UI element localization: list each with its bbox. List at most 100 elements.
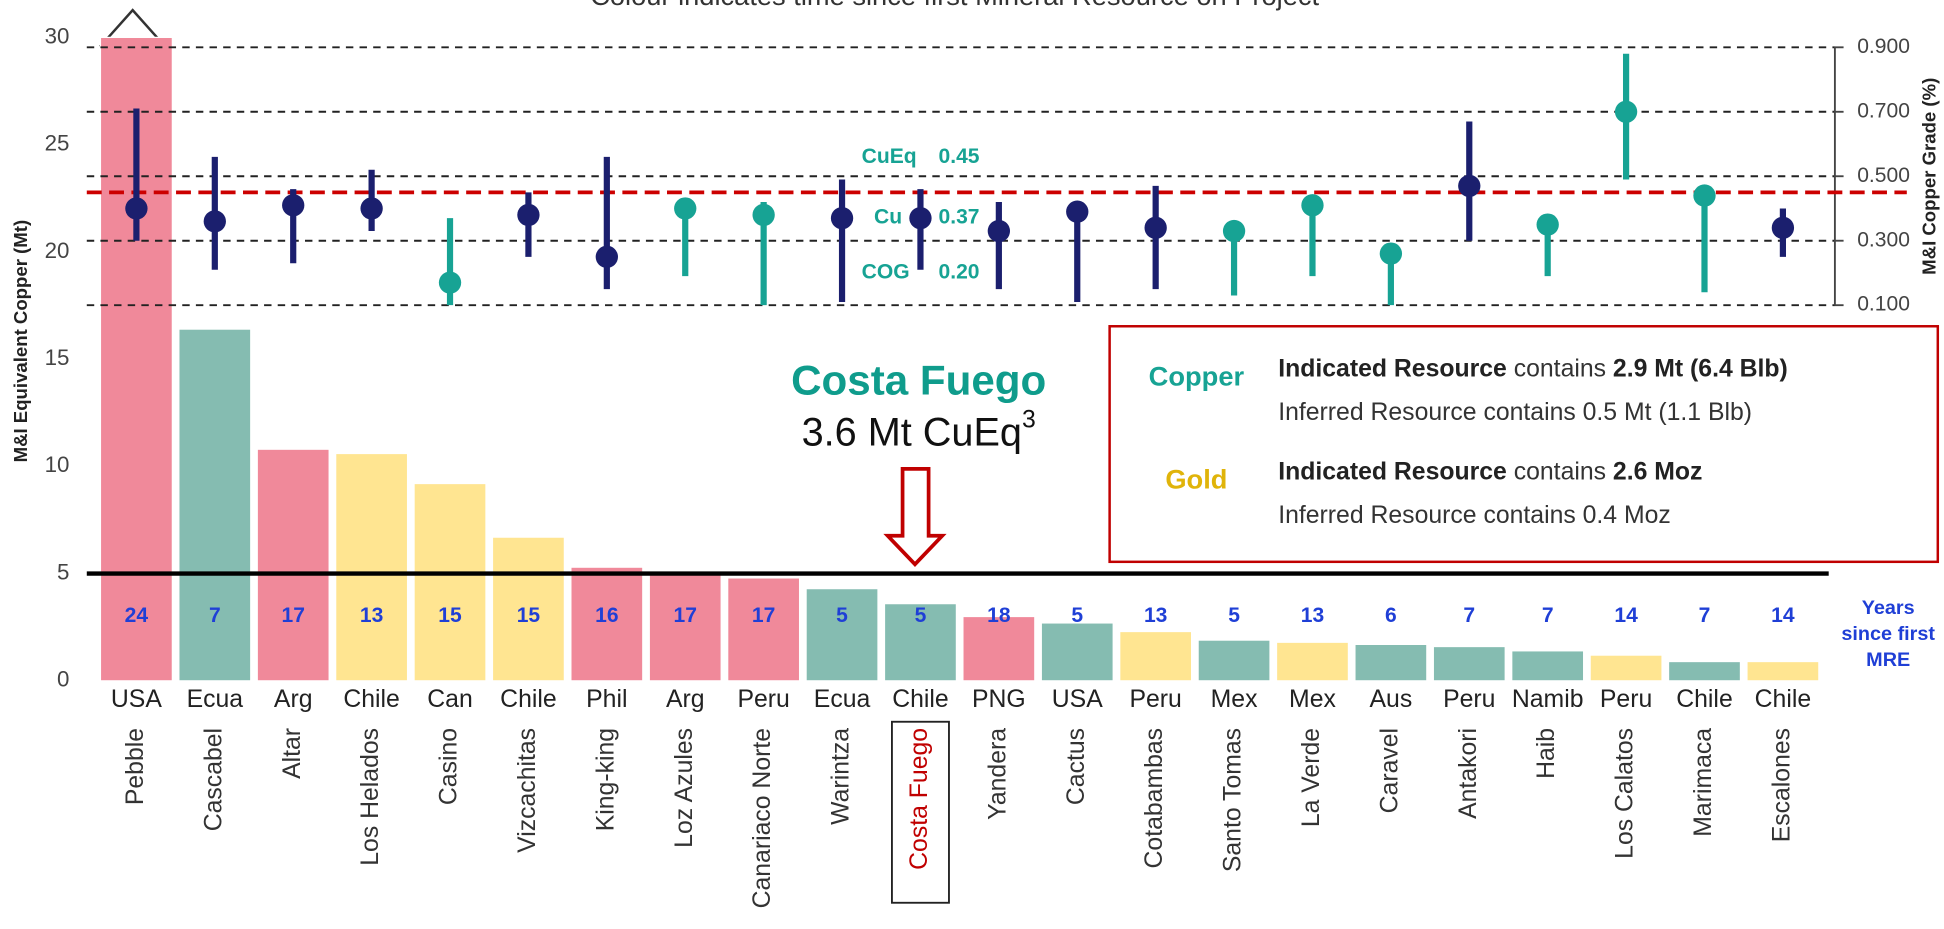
box-text: Inferred Resource contains 0.5 Mt (1.1 B… — [1278, 399, 1752, 426]
x-tick-label: Altar — [279, 728, 306, 779]
box-line: Inferred Resource contains 0.5 Mt (1.1 B… — [1278, 399, 1752, 426]
box-line: Indicated Resource contains 2.6 Moz — [1278, 458, 1702, 485]
grade-dot — [1301, 194, 1324, 217]
grade-annotation-label: CuEq — [862, 145, 917, 168]
x-tick-label: Los Helados — [357, 728, 384, 866]
box-text: 2.6 Moz — [1613, 458, 1703, 485]
box-text: contains — [1507, 355, 1613, 382]
grade-annotation-label: Cu — [874, 206, 902, 229]
callout-title: Costa Fuego — [791, 356, 1046, 403]
box-text: 2.9 Mt (6.4 Blb) — [1613, 355, 1788, 382]
x-tick-label: Haib — [1533, 728, 1560, 779]
country-label: Peru — [1443, 686, 1495, 713]
country-label: Mex — [1211, 686, 1258, 713]
grade-dot — [360, 197, 383, 220]
bar — [491, 536, 565, 682]
grade-dot — [1693, 184, 1716, 207]
grade-dot — [1614, 100, 1638, 123]
country-label: Chile — [1676, 686, 1732, 713]
resource-box — [1108, 325, 1940, 564]
country-label: Peru — [737, 686, 789, 713]
country-label: Phil — [586, 686, 627, 713]
bar — [178, 328, 252, 682]
years-label: 7 — [209, 604, 221, 627]
y2-axis-label: M&I Copper Grade (%) — [1918, 78, 1939, 275]
bar — [648, 572, 722, 682]
country-label: Peru — [1129, 686, 1181, 713]
x-tick-label: Vizcachitas — [514, 728, 541, 853]
x-tick-label: Cascabel — [200, 728, 227, 831]
y2-tick-label: 0.100 — [1857, 293, 1910, 316]
years-label: 14 — [1771, 604, 1795, 627]
country-label: Peru — [1600, 686, 1652, 713]
bar — [570, 566, 644, 682]
x-tick-label: Yandera — [984, 728, 1011, 820]
x-tick-label: Caravel — [1376, 728, 1403, 813]
bar — [1511, 650, 1585, 682]
bar — [1197, 639, 1271, 682]
x-tick-label: Canariaco Norte — [749, 728, 776, 908]
x-tick-label: Costa Fuego — [906, 728, 933, 870]
box-label: Gold — [1165, 463, 1227, 494]
y-tick-label: 30 — [45, 23, 70, 48]
box-label: Copper — [1149, 361, 1245, 392]
box-text: Indicated Resource — [1278, 355, 1507, 382]
years-label: 7 — [1542, 604, 1554, 627]
grade-dot — [1222, 219, 1246, 243]
grade-dot — [517, 203, 540, 227]
bar — [1354, 643, 1428, 682]
years-label: 17 — [281, 604, 304, 627]
country-label: Chile — [892, 686, 948, 713]
bar — [335, 452, 409, 682]
years-label: 16 — [595, 604, 618, 627]
bar — [883, 603, 958, 682]
box-line: Indicated Resource contains 2.9 Mt (6.4 … — [1278, 355, 1788, 382]
grade-dot — [909, 206, 932, 230]
country-label: Chile — [1755, 686, 1811, 713]
country-label: Chile — [343, 686, 399, 713]
down-arrow — [883, 466, 947, 567]
bar — [727, 577, 801, 682]
country-label: Arg — [666, 686, 705, 713]
y-tick-label: 15 — [45, 345, 70, 370]
grade-dot — [203, 210, 226, 233]
x-tick-label: Santo Tomas — [1220, 728, 1247, 872]
grade-annotation-value: 0.45 — [939, 145, 980, 168]
years-label: 7 — [1463, 604, 1475, 627]
grade-annotation-label: COG — [862, 261, 910, 284]
country-label: USA — [1052, 686, 1103, 713]
bar — [1119, 630, 1193, 682]
years-label: 15 — [438, 604, 462, 627]
country-label: Ecua — [187, 686, 244, 713]
years-label: 17 — [752, 604, 775, 627]
x-tick-label: La Verde — [1298, 728, 1325, 827]
box-text: Indicated Resource — [1278, 458, 1507, 485]
y2-tick-label: 0.500 — [1857, 164, 1910, 187]
years-label: 18 — [987, 604, 1011, 627]
grade-annotation-value: 0.37 — [939, 206, 980, 229]
bar — [1667, 660, 1742, 682]
callout-value: 3.6 Mt CuEq — [802, 411, 1022, 455]
years-label: 5 — [1071, 604, 1083, 627]
x-tick-label: Cactus — [1063, 728, 1090, 805]
y-axis-label: M&I Equivalent Copper (Mt) — [10, 220, 31, 463]
bar — [805, 587, 879, 682]
years-legend: MRE — [1866, 649, 1910, 671]
years-label: 5 — [915, 604, 927, 627]
grade-annotation-value: 0.20 — [939, 261, 980, 284]
years-label: 13 — [360, 604, 383, 627]
y2-tick-label: 0.300 — [1857, 228, 1910, 251]
highlight-box — [891, 720, 950, 904]
grade-dot — [1536, 213, 1559, 236]
y-tick-label: 20 — [45, 238, 70, 263]
country-label: Mex — [1289, 686, 1336, 713]
country-label: USA — [111, 686, 162, 713]
grade-dot — [1771, 216, 1795, 239]
callout-sup: 3 — [1022, 406, 1036, 433]
years-label: 24 — [125, 604, 149, 627]
y-tick-label: 5 — [57, 559, 69, 584]
x-tick-label: Los Calatos — [1612, 728, 1639, 859]
grade-dot — [1066, 200, 1089, 223]
grade-dot — [987, 219, 1011, 243]
y2-tick-label: 0.900 — [1857, 35, 1910, 58]
